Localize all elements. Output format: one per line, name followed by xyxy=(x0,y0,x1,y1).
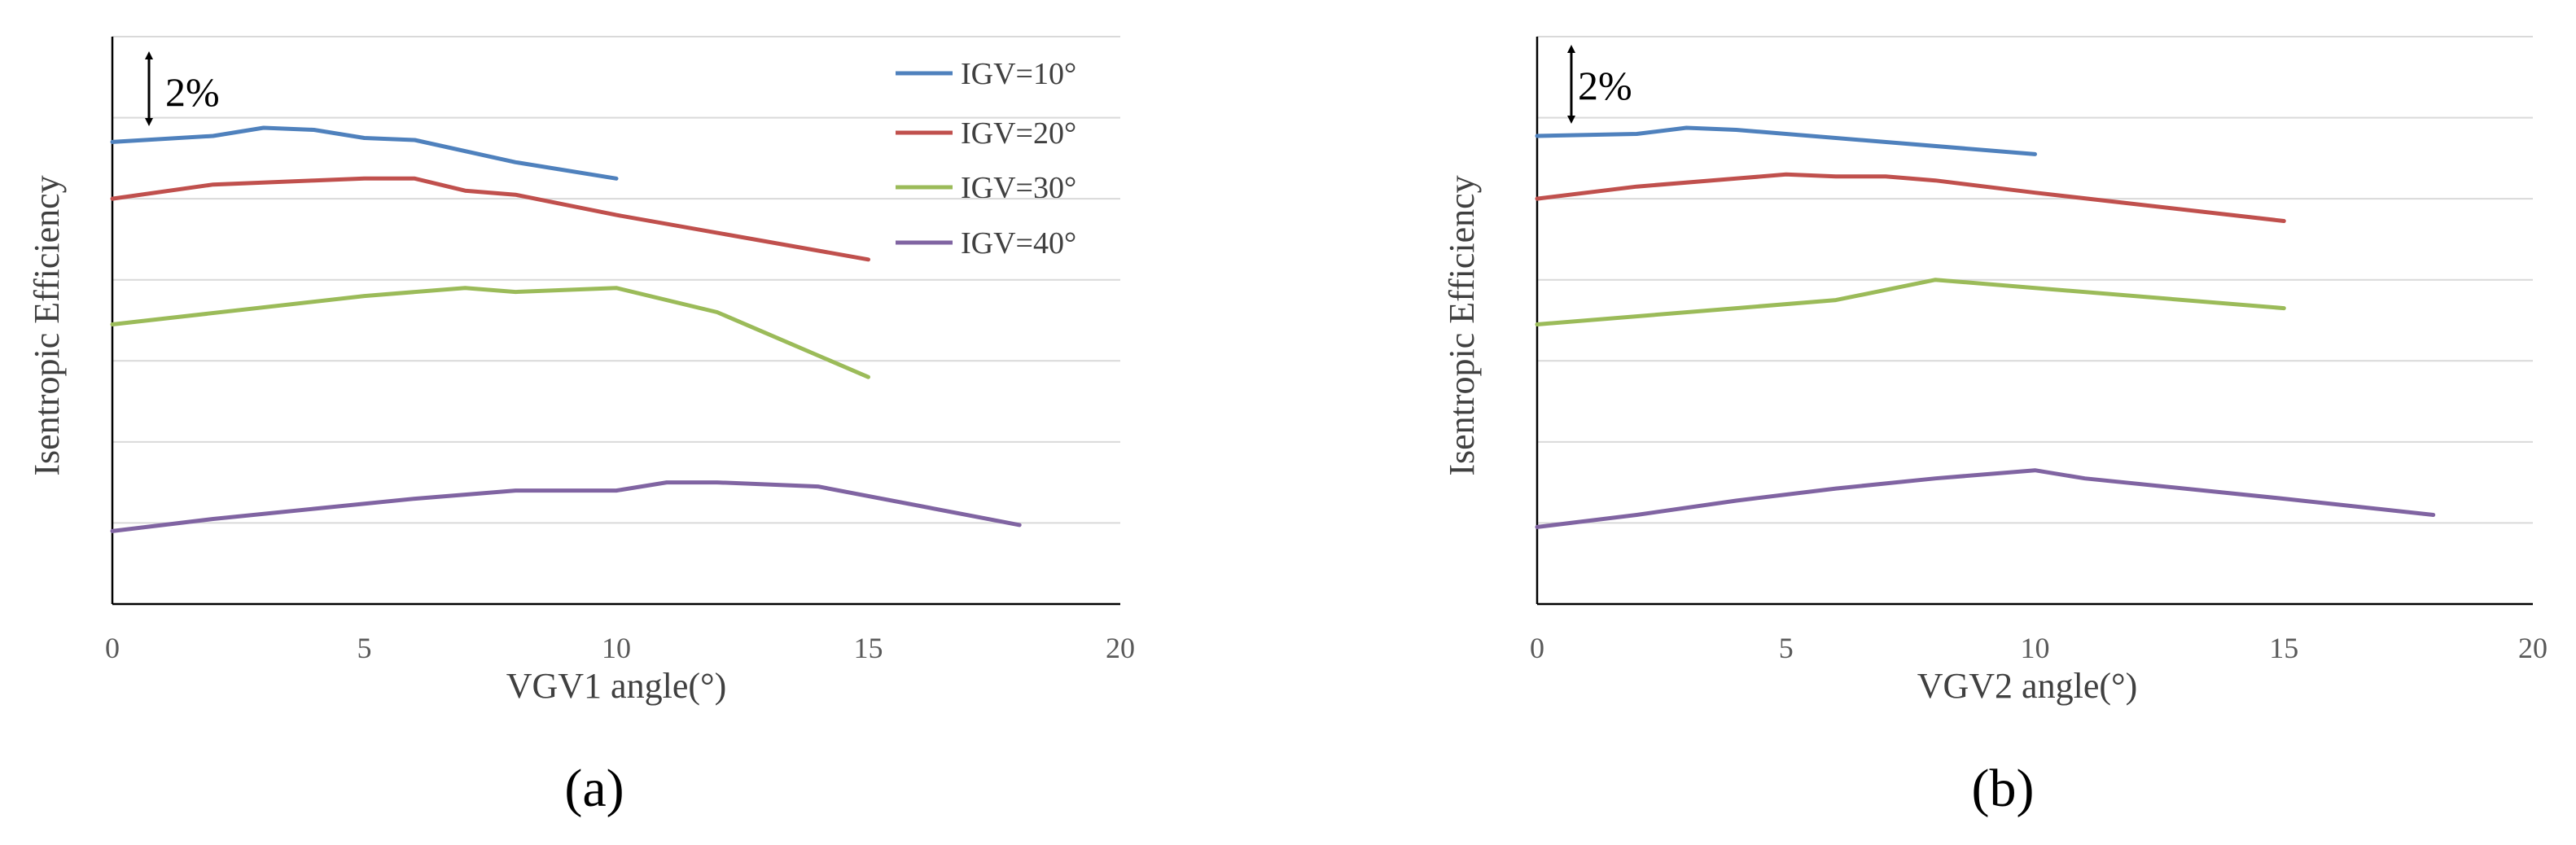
x-tick-label: 5 xyxy=(1779,632,1794,664)
panel-caption: (a) xyxy=(564,759,624,818)
x-tick-label: 15 xyxy=(854,632,883,664)
x-tick-label: 20 xyxy=(2518,632,2548,664)
x-tick-label: 15 xyxy=(2269,632,2298,664)
series-line xyxy=(110,125,619,181)
x-tick-label: 0 xyxy=(1530,632,1544,664)
x-tick-label: 0 xyxy=(105,632,120,664)
legend-label: IGV=40° xyxy=(961,226,1076,261)
panel-caption: (b) xyxy=(1972,759,2035,818)
x-tick-label: 10 xyxy=(602,632,631,664)
x-axis-label: VGV2 angle(°) xyxy=(1917,666,2138,706)
series-line xyxy=(1535,278,2286,326)
series-line xyxy=(1535,172,2286,223)
panel-b: Isentropic Efficiency VGV2 angle(°) (b) … xyxy=(1442,36,2548,818)
legend-label: IGV=30° xyxy=(961,171,1076,205)
x-tick-label: 20 xyxy=(1106,632,1135,664)
series-line xyxy=(1535,125,2037,156)
legend: IGV=10° IGV=20° IGV=30° IGV=40° xyxy=(896,57,1076,261)
x-tick-label: 10 xyxy=(2021,632,2050,664)
scale-bar-label: 2% xyxy=(1578,63,1632,108)
panel-a: Isentropic Efficiency VGV1 angle(°) (a) … xyxy=(27,36,1135,818)
x-axis-label: VGV1 angle(°) xyxy=(506,666,727,706)
x-tick-label: 5 xyxy=(357,632,372,664)
series-line xyxy=(110,286,870,379)
series-line xyxy=(1535,468,2436,529)
legend-label: IGV=10° xyxy=(961,57,1076,91)
legend-label: IGV=20° xyxy=(961,116,1076,151)
series-line xyxy=(110,176,870,262)
y-axis-label: Isentropic Efficiency xyxy=(1442,175,1482,475)
series-line xyxy=(110,480,1022,533)
scale-bar-label: 2% xyxy=(165,69,220,115)
y-axis-label: Isentropic Efficiency xyxy=(27,175,67,475)
